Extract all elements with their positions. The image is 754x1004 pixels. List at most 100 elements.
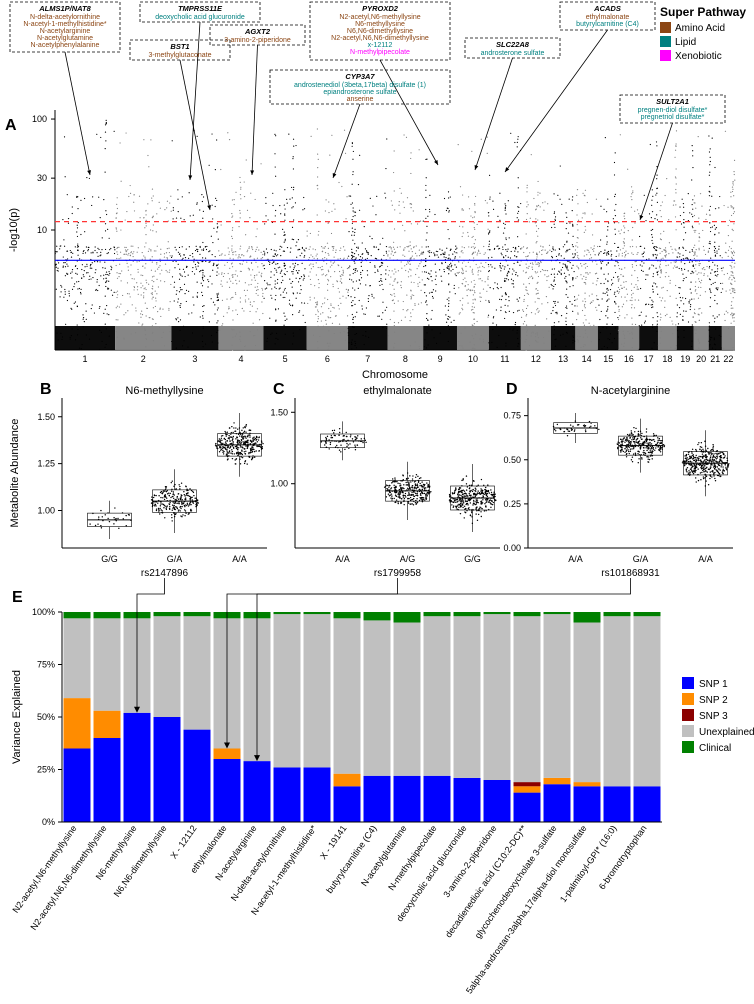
panel-e-bar-seg bbox=[364, 620, 391, 775]
panel-e-ytick: 0% bbox=[42, 817, 55, 827]
panel-a-chr-label: 2 bbox=[141, 354, 146, 364]
panel-e-bar-seg bbox=[64, 698, 91, 748]
panel-e-bar-seg bbox=[484, 614, 511, 780]
callout-metabolite: deoxycholic acid glucuronide bbox=[155, 14, 245, 21]
panel-e-ytick: 50% bbox=[37, 712, 55, 722]
panel-e-bar-seg bbox=[484, 612, 511, 614]
panel-a-chr-label: 8 bbox=[403, 354, 408, 364]
callout-metabolite: ethylmalonate bbox=[586, 14, 630, 21]
panel-e-legend-item: Unexplained bbox=[699, 727, 754, 738]
panel-a-xlabel: Chromosome bbox=[362, 369, 428, 381]
panel-e-ytick: 25% bbox=[37, 765, 55, 775]
callout-title: CYP3A7 bbox=[345, 72, 375, 81]
panel-e-bar-seg bbox=[544, 612, 571, 614]
panel-e-bar-seg bbox=[274, 767, 301, 822]
panel-e-bar-seg bbox=[424, 776, 451, 822]
panel-a-chr-label: 13 bbox=[558, 354, 568, 364]
callout-metabolite: butyrylcarnitine (C4) bbox=[576, 21, 639, 28]
panel-letter-a: A bbox=[5, 117, 17, 134]
callout-metabolite: N-delta-acetylornithine bbox=[30, 14, 100, 21]
panel-e-bar-seg bbox=[634, 786, 661, 822]
panel-e-bar-seg bbox=[274, 614, 301, 767]
callout-title: TMPRSS11E bbox=[178, 4, 223, 13]
panel-e-legend-item: Clinical bbox=[699, 743, 731, 754]
panel-e-bar-seg bbox=[334, 618, 361, 773]
panel-e-bar-seg bbox=[124, 713, 151, 822]
panel-a-callout: CYP3A7androstenediol (3beta,17beta) disu… bbox=[270, 70, 450, 178]
violin-snp-label: rs2147896 bbox=[141, 568, 189, 579]
panel-e-bar-seg bbox=[334, 612, 361, 618]
violin-group-label: G/A bbox=[633, 554, 649, 564]
panel-e-bar-seg bbox=[514, 782, 541, 786]
superpathway-legend-item: Amino Acid bbox=[675, 23, 725, 34]
panel-letter: D bbox=[506, 381, 518, 398]
panel-a-chr-label: 22 bbox=[723, 354, 733, 364]
panel-e-bar-seg bbox=[604, 612, 631, 616]
panel-e-bar-seg bbox=[304, 767, 331, 822]
panel-a-chr-label: 4 bbox=[238, 354, 243, 364]
panel-a-callout: BST13-methylglutaconate bbox=[130, 40, 230, 210]
violin-title: ethylmalonate bbox=[363, 385, 432, 397]
panel-e-bar-seg bbox=[214, 759, 241, 822]
violin-ytick: 0.50 bbox=[503, 455, 521, 465]
panel-e-bar-seg bbox=[214, 749, 241, 760]
callout-metabolite: anserine bbox=[347, 96, 374, 103]
violin-group-label: G/G bbox=[101, 554, 118, 564]
panel-a-chr-label: 14 bbox=[582, 354, 592, 364]
violin-group-label: G/G bbox=[464, 554, 481, 564]
panel-a-chr-label: 5 bbox=[283, 354, 288, 364]
violin-ytick: 1.50 bbox=[37, 412, 55, 422]
violin-ytick: 0.25 bbox=[503, 499, 521, 509]
panel-e-bar-seg bbox=[454, 612, 481, 616]
violin-group-label: A/A bbox=[232, 554, 247, 564]
panel-e-bar-seg bbox=[304, 612, 331, 614]
superpathway-legend-item: Lipid bbox=[675, 37, 696, 48]
callout-metabolite: N-acetylphenylalanine bbox=[31, 42, 100, 49]
violin-ytick: 0.75 bbox=[503, 411, 521, 421]
panel-e-bar-seg bbox=[604, 786, 631, 822]
panel-a-chr-label: 16 bbox=[624, 354, 634, 364]
panel-e-bar-seg bbox=[364, 612, 391, 620]
panel-a-callout: ALMS1P/NAT8N-delta-acetylornithine N-acet… bbox=[10, 2, 120, 175]
panel-a-chr-label: 19 bbox=[680, 354, 690, 364]
panel-a-ylabel: -log10(p) bbox=[8, 208, 20, 252]
violin-panel: DN-acetylarginine0.000.250.500.75A/AG/AA… bbox=[503, 381, 733, 579]
panel-e-bar-seg bbox=[394, 612, 421, 623]
panel-e-bar-seg bbox=[454, 778, 481, 822]
panel-e-bar-seg bbox=[514, 616, 541, 782]
panel-e-bar-seg bbox=[94, 618, 121, 710]
panel-e-bar-seg bbox=[244, 761, 271, 822]
panel-a-chr-label: 10 bbox=[468, 354, 478, 364]
panel-e-bar-seg bbox=[154, 616, 181, 717]
panel-e-bar-seg bbox=[454, 616, 481, 778]
panel-e-bar-seg bbox=[184, 612, 211, 616]
violin-panel: BN6-methyllysine1.001.251.50G/GG/AA/Ars2… bbox=[37, 381, 267, 579]
panel-e-bar-seg bbox=[544, 778, 571, 784]
violins-ylabel: Metabolite Abundance bbox=[9, 419, 21, 528]
panel-a-chr-label: 3 bbox=[192, 354, 197, 364]
panel-a-callout: ACADSethylmalonatebutyrylcarnitine (C4) bbox=[505, 2, 655, 172]
panel-e-bar-seg bbox=[274, 612, 301, 614]
callout-metabolite: 3-methylglutaconate bbox=[148, 52, 211, 59]
panel-e-bar-seg bbox=[184, 730, 211, 822]
panel-letter: B bbox=[40, 381, 52, 398]
panel-e-bar-seg bbox=[514, 786, 541, 792]
violin-ytick: 0.00 bbox=[503, 543, 521, 553]
panel-e-bar-seg bbox=[154, 717, 181, 822]
panel-a-callout: TMPRSS11Edeoxycholic acid glucuronide bbox=[140, 2, 260, 180]
panel-a-chr-label: 18 bbox=[662, 354, 672, 364]
panel-a-ytick: 100 bbox=[32, 114, 47, 124]
violin-title: N-acetylarginine bbox=[591, 385, 670, 397]
callout-title: ALMS1P/NAT8 bbox=[38, 4, 91, 13]
callout-metabolite: N-acetylglutamine bbox=[37, 35, 93, 42]
panel-a-chr-label: 20 bbox=[696, 354, 706, 364]
panel-a-chr-label: 15 bbox=[603, 354, 613, 364]
panel-e-bar-seg bbox=[394, 776, 421, 822]
panel-e-xlabel: X - 12112 bbox=[168, 823, 198, 860]
panel-a-chr-label: 17 bbox=[644, 354, 654, 364]
violin-group-label: A/G bbox=[400, 554, 416, 564]
panel-a-chr-label: 1 bbox=[83, 354, 88, 364]
panel-e-xlabel: 1-palmitoyl-GPI* (16:0) bbox=[558, 823, 619, 904]
panel-e-bar-seg bbox=[334, 786, 361, 822]
callout-title: ACADS bbox=[593, 4, 621, 13]
